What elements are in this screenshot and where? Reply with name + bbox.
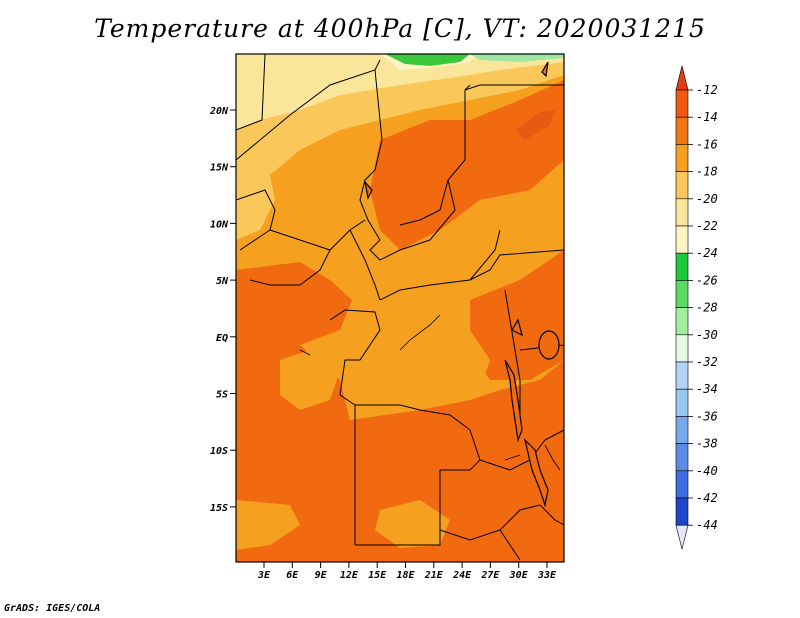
lat-tick-label: 10S <box>210 446 228 457</box>
colorbar-box <box>675 388 689 417</box>
field-mid-central-2 <box>390 320 490 400</box>
colorbar-label: -18 <box>696 165 718 179</box>
map-title: Temperature at 400hPa [C], VT: 202003121… <box>94 14 706 43</box>
colorbar-label: -24 <box>696 246 718 260</box>
colorbar-box <box>675 225 689 254</box>
colorbar-box <box>675 307 689 336</box>
grads-credit: GrADS: IGES/COLA <box>4 603 101 614</box>
lon-tick-label: 21E <box>424 570 444 581</box>
colorbar-label: -20 <box>696 192 718 206</box>
colorbar-label: -44 <box>696 518 718 532</box>
lon-tick-label: 24E <box>452 570 472 581</box>
lat-axis: 20N 15N 10N 5N EQ 5S 10S 15S <box>209 106 236 514</box>
colorbar-label: -28 <box>696 301 718 315</box>
colorbar-label: -16 <box>696 137 718 151</box>
colorbar-label: -36 <box>696 409 718 423</box>
field-mid-south <box>375 500 450 548</box>
colorbar-box <box>675 198 689 227</box>
lon-tick-label: 18E <box>396 570 415 581</box>
colorbar-under-triangle <box>675 524 689 550</box>
lat-tick-label: 20N <box>209 106 229 117</box>
colorbar-box <box>675 443 689 472</box>
colorbar-label: -12 <box>696 83 718 97</box>
lon-tick-label: 3E <box>257 570 271 581</box>
colorbar-box <box>675 116 689 145</box>
colorbar-label: -42 <box>696 491 718 505</box>
map-fill <box>236 54 564 562</box>
colorbar-label: -26 <box>696 273 718 287</box>
lon-tick-label: 15E <box>368 570 387 581</box>
field-lightgreen-north <box>470 54 564 62</box>
colorbar-label: -38 <box>696 437 718 451</box>
colorbar-label: -14 <box>696 110 718 124</box>
colorbar-box <box>675 252 689 281</box>
lon-tick-label: 30E <box>509 570 529 581</box>
lakes <box>364 61 560 508</box>
lon-tick-label: 33E <box>537 570 557 581</box>
field-dark-north <box>370 80 564 250</box>
colorbar-over-triangle <box>675 65 689 91</box>
lon-tick-label: 27E <box>480 570 500 581</box>
lon-tick-label: 6E <box>286 570 299 581</box>
colorbar-label: -34 <box>696 382 718 396</box>
field-mid-central <box>280 350 340 410</box>
colorbar-box <box>675 470 689 499</box>
lon-tick-label: 9E <box>315 570 328 581</box>
rivers <box>299 314 561 471</box>
field-pale-north <box>236 54 564 130</box>
lon-axis: 3E 6E 9E 12E 15E 18E 21E 24E 27E 30E 33E <box>257 562 557 581</box>
colorbar-box <box>675 361 689 390</box>
lon-tick-label: 12E <box>340 570 359 581</box>
colorbar-box <box>675 144 689 172</box>
lat-tick-label: 5N <box>216 276 229 287</box>
colorbar-label: -32 <box>696 355 718 369</box>
field-mid-southwest <box>236 500 300 550</box>
lat-tick-label: 10N <box>210 219 229 230</box>
map-frame <box>235 53 565 563</box>
colorbar-box <box>675 280 689 308</box>
field-green-north <box>385 54 470 66</box>
colorbar-box <box>675 334 689 363</box>
field-darkest-north <box>515 110 555 140</box>
colorbar-box <box>675 171 689 200</box>
lat-tick-label: 15S <box>210 503 228 514</box>
lat-tick-label: EQ <box>216 333 228 344</box>
field-dark-south <box>236 262 352 352</box>
lat-tick-label: 5S <box>216 390 228 401</box>
lat-tick-label: 15N <box>210 163 229 174</box>
colorbar-box <box>675 89 689 118</box>
colorbar-box <box>675 497 689 526</box>
colorbar-label: -40 <box>696 464 718 478</box>
colorbar: -12 -14 -16 -18 -20 -22 -24 -26 -28 -30 -32 -34 -36 -… <box>675 65 718 550</box>
colorbar-label: -30 <box>696 328 718 342</box>
colorbar-label: -22 <box>696 219 718 233</box>
colorbar-box <box>675 416 689 444</box>
